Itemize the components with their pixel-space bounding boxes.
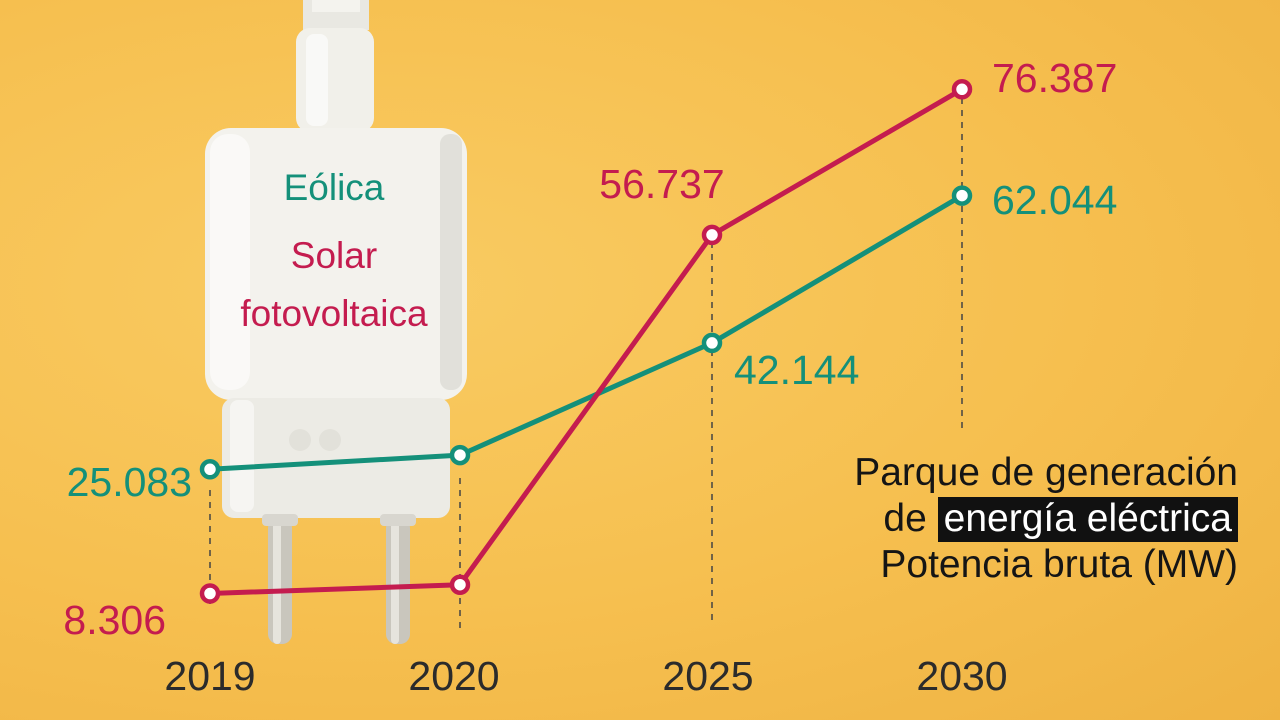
point-solar-2019 — [199, 583, 221, 604]
charger-illustration — [205, 0, 467, 644]
point-eolica-2019 — [199, 459, 221, 480]
legend-solar-line2: fotovoltaica — [240, 293, 428, 334]
label-solar-2030: 76.387 — [992, 55, 1117, 101]
caption-line-3: Potencia bruta (MW) — [880, 543, 1238, 586]
point-eolica-2030 — [951, 185, 973, 206]
point-eolica-2025 — [701, 332, 723, 354]
label-eolica-2025: 42.144 — [734, 347, 859, 393]
caption-line-2: de energía eléctrica — [854, 496, 1238, 542]
series-line-eolica — [209, 193, 964, 472]
series-line-solar — [209, 87, 964, 596]
point-solar-2025 — [701, 224, 723, 246]
caption-line-1: Parque de generación — [854, 451, 1238, 494]
x-tick-2019: 2019 — [164, 653, 255, 699]
caption-line-2-prefix: de — [883, 497, 927, 540]
caption-highlight: energía eléctrica — [937, 497, 1238, 542]
label-solar-2025: 56.737 — [599, 161, 724, 207]
legend-solar-line1: Solar — [291, 235, 377, 276]
x-tick-2030: 2030 — [916, 653, 1007, 699]
point-eolica-2020 — [449, 444, 471, 466]
point-solar-2030 — [951, 79, 973, 100]
chart-caption: Parque de generación de energía eléctric… — [854, 450, 1238, 588]
point-solar-2020 — [449, 574, 471, 595]
label-eolica-2019: 25.083 — [67, 459, 192, 505]
label-eolica-2030: 62.044 — [992, 177, 1117, 223]
legend-wind: Eólica — [284, 167, 385, 208]
x-tick-2020: 2020 — [408, 653, 499, 699]
x-tick-2025: 2025 — [662, 653, 753, 699]
label-solar-2019: 8.306 — [63, 597, 166, 643]
